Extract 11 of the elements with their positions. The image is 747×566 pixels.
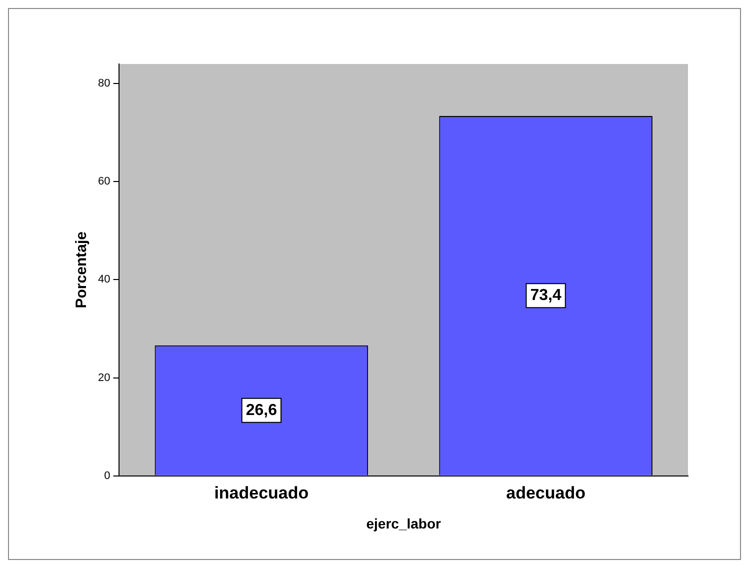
- y-tick-label: 0: [104, 470, 110, 482]
- data-label: 26,6: [246, 402, 278, 419]
- y-tick-label: 60: [98, 176, 110, 188]
- y-tick-label: 40: [98, 274, 110, 286]
- data-label: 73,4: [530, 287, 562, 304]
- x-tick-label: adecuado: [506, 484, 586, 503]
- y-tick-label: 80: [98, 78, 110, 90]
- y-tick-label: 20: [98, 372, 110, 384]
- y-axis-title: Porcentaje: [73, 232, 90, 308]
- x-tick-label: inadecuado: [214, 484, 309, 503]
- x-axis-title: ejerc_labor: [366, 515, 442, 532]
